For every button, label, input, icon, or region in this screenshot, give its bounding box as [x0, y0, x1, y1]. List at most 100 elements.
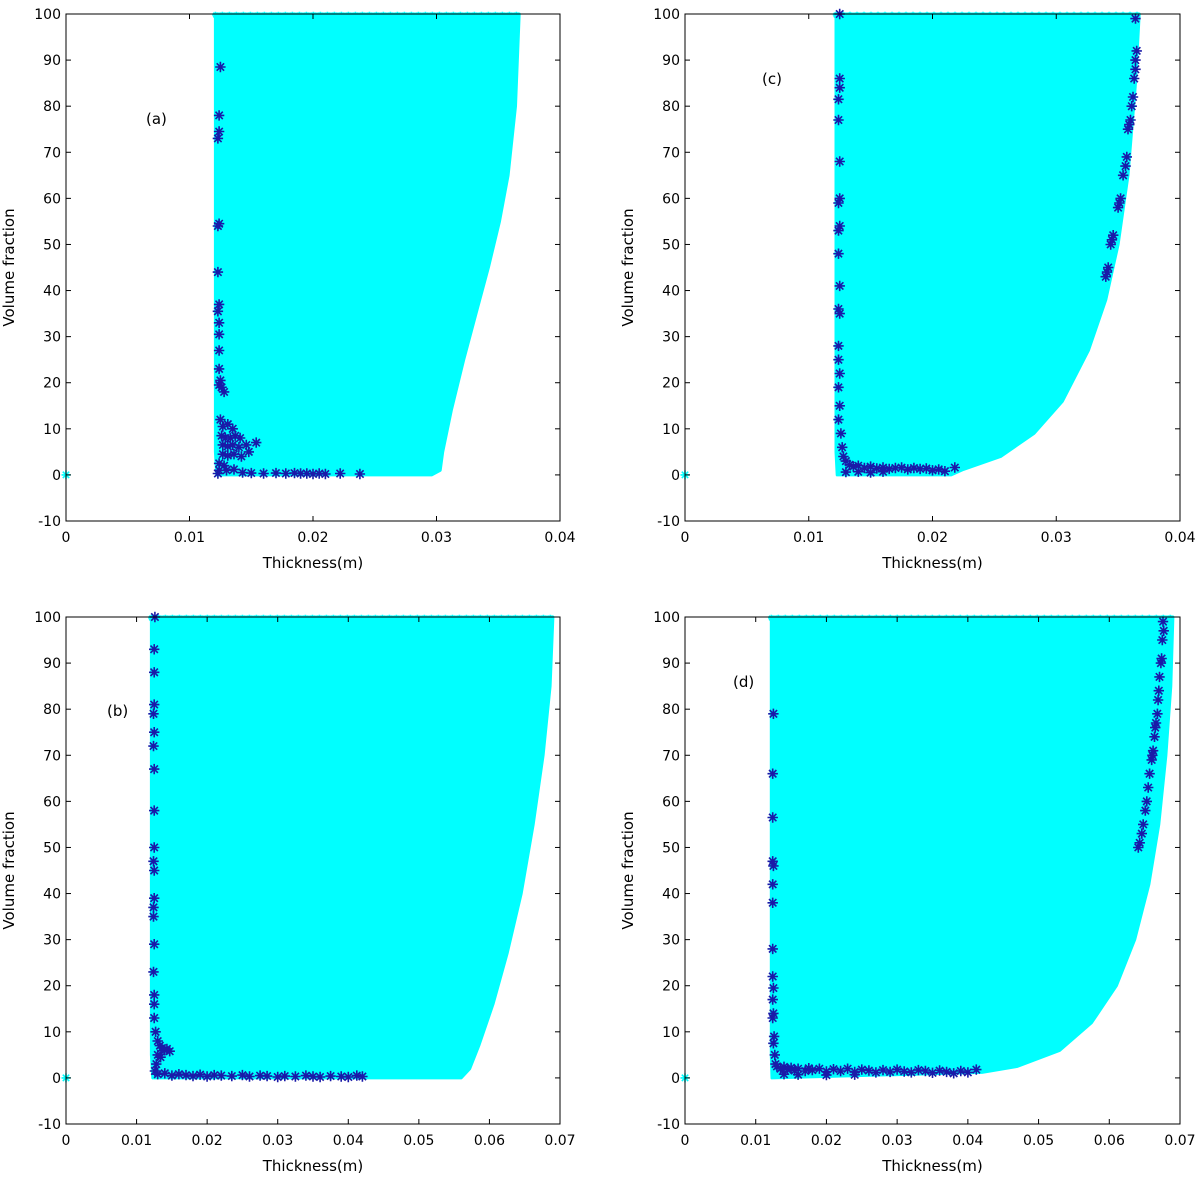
region-edge-marker [1042, 11, 1050, 19]
pareto-point [159, 1068, 170, 1079]
pareto-point [1157, 634, 1168, 646]
region-edge-marker [225, 614, 232, 622]
pareto-point [166, 1070, 178, 1081]
region-edge-marker [901, 614, 908, 622]
pareto-point [218, 386, 230, 398]
pareto-point [213, 465, 225, 476]
region-edge-marker [958, 11, 966, 19]
pareto-point [320, 468, 331, 480]
region-edge-marker [803, 614, 810, 622]
region-edge-marker [428, 614, 435, 622]
region-edge-marker [992, 614, 999, 622]
region-edge-marker [930, 11, 938, 19]
region-edge-marker [401, 11, 408, 19]
pareto-point [148, 708, 159, 719]
region-edge-marker [1006, 614, 1013, 622]
pareto-point [1143, 782, 1154, 793]
x-tick-label: 0.04 [1164, 530, 1195, 546]
x-tick-label: 0.05 [403, 1133, 434, 1149]
y-tick-label: 0 [671, 468, 680, 484]
region-edge-marker [817, 614, 824, 622]
pareto-point [840, 466, 852, 478]
pareto-point [149, 939, 160, 950]
pareto-point [767, 971, 778, 982]
region-edge-marker [951, 11, 959, 19]
pareto-point [838, 451, 849, 462]
pareto-point [913, 1064, 924, 1076]
x-tick-label: 0.04 [544, 530, 575, 546]
pareto-point [1158, 625, 1169, 636]
pareto-point [149, 805, 160, 816]
y-tick-label: -10 [657, 1117, 680, 1133]
pareto-point [212, 266, 224, 278]
pareto-point [279, 1070, 290, 1082]
x-tick-label: 0.01 [793, 530, 824, 546]
pareto-point [1122, 124, 1134, 135]
pareto-point [149, 989, 160, 1001]
region-edge-marker [233, 11, 240, 19]
y-tick-label: 70 [662, 145, 680, 161]
pareto-point [237, 1069, 248, 1081]
region-edge-marker [860, 11, 868, 19]
pareto-point [834, 368, 845, 379]
pareto-point [1130, 64, 1141, 75]
pareto-point [212, 468, 224, 479]
region-edge-marker [226, 11, 233, 19]
y-tick-label: 80 [43, 702, 61, 718]
x-tick-label: 0.01 [174, 530, 205, 546]
pareto-point [289, 467, 300, 479]
y-tick-label: 40 [662, 887, 680, 903]
x-tick-label: 0.03 [882, 1133, 913, 1149]
region-edge-marker [832, 11, 840, 19]
pareto-point [217, 449, 228, 460]
axes-frame [684, 616, 1181, 1125]
x-tick-label: 0.07 [544, 1133, 575, 1149]
region-edge-marker [810, 614, 817, 622]
region-edge-marker [288, 614, 295, 622]
y-tick-label: 100 [34, 610, 61, 626]
pareto-point [173, 1069, 185, 1080]
region-edge-marker [972, 11, 980, 19]
pareto-point [856, 1064, 867, 1075]
pareto-point [1115, 193, 1126, 204]
y-tick-label: 60 [43, 191, 61, 207]
region-edge-marker [533, 614, 540, 622]
pareto-point [871, 463, 882, 474]
region-edge-marker [471, 11, 478, 19]
region-edge-marker [351, 614, 358, 622]
pareto-point [767, 943, 778, 955]
feasible-region [149, 615, 555, 1080]
y-axis-label: Volume fraction [0, 208, 18, 326]
region-edge-marker [449, 614, 456, 622]
pareto-point [767, 994, 778, 1005]
pareto-point [244, 1071, 255, 1082]
x-tick-label: 0 [62, 1133, 71, 1149]
pareto-point [335, 468, 346, 479]
pareto-point [150, 1026, 161, 1037]
pareto-point [833, 94, 844, 105]
region-edge-marker [782, 614, 789, 622]
region-edge-marker [846, 11, 854, 19]
region-edge-marker [853, 11, 861, 19]
region-edge-marker [162, 614, 169, 622]
pareto-point [149, 727, 160, 738]
region-edge-marker [309, 614, 316, 622]
region-edge-marker [506, 11, 513, 19]
region-edge-marker [239, 614, 246, 622]
y-tick-label: 80 [662, 99, 680, 115]
pareto-point [148, 966, 159, 978]
pareto-point [870, 1067, 882, 1078]
panel-label: (b) [107, 702, 128, 720]
pareto-point [354, 468, 366, 480]
pareto-point [1152, 708, 1163, 719]
pareto-point [215, 375, 226, 386]
pareto-point [1130, 13, 1141, 24]
region-edge-marker [1048, 614, 1055, 622]
pareto-point [949, 462, 960, 473]
pareto-point [213, 126, 225, 137]
region-edge-marker [247, 11, 254, 19]
region-edge-marker [1013, 614, 1020, 622]
region-edge-marker [282, 11, 289, 19]
region-edge-marker [979, 11, 987, 19]
pareto-point [351, 1070, 362, 1081]
